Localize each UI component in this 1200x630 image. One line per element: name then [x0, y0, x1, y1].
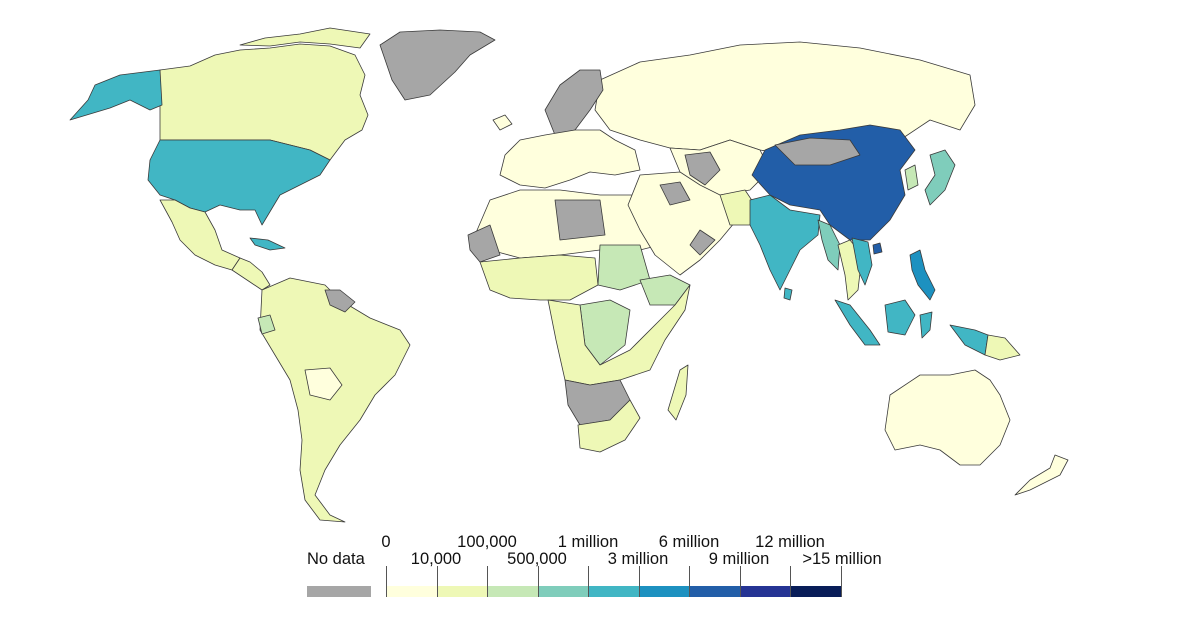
region-west-sahara [467, 224, 501, 263]
region-central-asia-gaps [684, 151, 721, 186]
region-ecuador [257, 314, 276, 335]
region-myanmar [817, 219, 841, 271]
legend-tick [537, 566, 539, 597]
legend-swatch [436, 586, 487, 597]
legend-tick [487, 566, 488, 597]
region-south-africa [577, 399, 641, 453]
legend-swatch [638, 586, 689, 597]
region-bolivia [304, 367, 343, 401]
region-india [749, 194, 821, 291]
region-canadian-arctic [239, 27, 371, 49]
legend-tick [689, 566, 690, 597]
region-japan [924, 149, 956, 206]
region-alaska [69, 69, 163, 121]
legend-bottom-label: 9 million [708, 550, 770, 568]
region-madagascar [667, 364, 689, 421]
legend-top-label: 6 million [658, 533, 720, 551]
legend-tick [588, 566, 589, 597]
legend-swatch [487, 586, 538, 597]
legend-swatch [689, 586, 740, 597]
legend-top-label: 12 million [755, 533, 825, 551]
legend-bottom-label: 3 million [607, 550, 669, 568]
region-west-africa [479, 254, 599, 301]
region-vietnam [851, 237, 873, 286]
legend-bottom-label: >15 million [802, 550, 882, 568]
region-arabia-gaps [659, 181, 716, 256]
legend-no-data-swatch [307, 586, 371, 597]
region-philippines [909, 249, 936, 301]
region-central-america [231, 257, 271, 291]
legend-swatch [588, 586, 639, 597]
legend-swatch [386, 586, 437, 597]
region-mexico [159, 199, 241, 271]
region-sri-lanka [783, 287, 793, 301]
region-mongolia [774, 137, 861, 166]
legend-tick [638, 566, 640, 597]
region-iceland [492, 114, 513, 131]
region-sumatra [834, 299, 881, 346]
legend-tick [840, 566, 842, 597]
region-new-guinea-west [949, 324, 989, 356]
region-hainan [872, 242, 883, 255]
legend-top-label: 0 [381, 533, 391, 551]
legend-top-label: 100,000 [457, 533, 517, 551]
region-libya [554, 199, 606, 241]
region-guianas [324, 289, 356, 313]
region-sudan [597, 244, 651, 291]
legend-no-data-label: No data [307, 550, 365, 568]
legend-swatch [537, 586, 588, 597]
region-greenland [379, 29, 496, 101]
region-borneo [884, 299, 916, 336]
legend-tick [790, 566, 791, 597]
region-united-states [147, 139, 331, 226]
legend-swatch [790, 586, 841, 597]
region-europe [499, 129, 641, 189]
legend-tick [739, 566, 741, 597]
region-cuba [249, 237, 286, 251]
legend-tick [436, 566, 438, 597]
legend-bottom-label: 500,000 [507, 550, 567, 568]
region-new-zealand [1014, 454, 1069, 496]
region-australia [884, 369, 1011, 466]
legend-tick [386, 566, 387, 597]
region-papua-new-guinea [984, 334, 1021, 361]
region-scandinavia [544, 69, 604, 136]
region-korea [904, 164, 919, 191]
legend-top-label: 1 million [557, 533, 619, 551]
region-russia [594, 41, 976, 156]
legend-swatch [739, 586, 790, 597]
region-sulawesi [919, 311, 933, 339]
legend-bottom-label: 10,000 [410, 550, 462, 568]
region-south-america [259, 277, 411, 523]
